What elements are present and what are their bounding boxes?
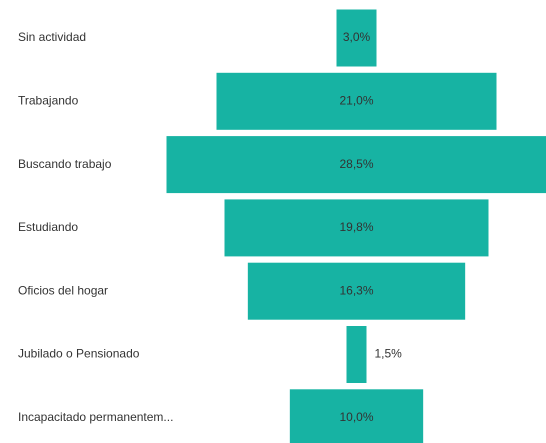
category-label: Oficios del hogar [18,283,108,297]
bar [216,72,497,130]
category-label: Buscando trabajo [18,157,112,171]
value-label: 1,5% [375,347,403,361]
value-label: 28,5% [339,157,373,171]
value-label: 10,0% [339,410,373,424]
value-label: 3,0% [343,30,371,44]
bar [289,389,424,443]
category-label: Jubilado o Pensionado [18,347,140,361]
value-label: 19,8% [339,220,373,234]
bar [336,9,377,67]
bar [247,262,466,320]
category-label: Estudiando [18,220,78,234]
category-label: Incapacitado permanentem... [18,410,173,424]
bar [224,199,489,257]
value-label: 21,0% [339,93,373,107]
bar [346,326,367,383]
bar [166,136,546,194]
category-label: Sin actividad [18,30,86,44]
category-label: Trabajando [18,93,79,107]
value-label: 16,3% [339,283,373,297]
